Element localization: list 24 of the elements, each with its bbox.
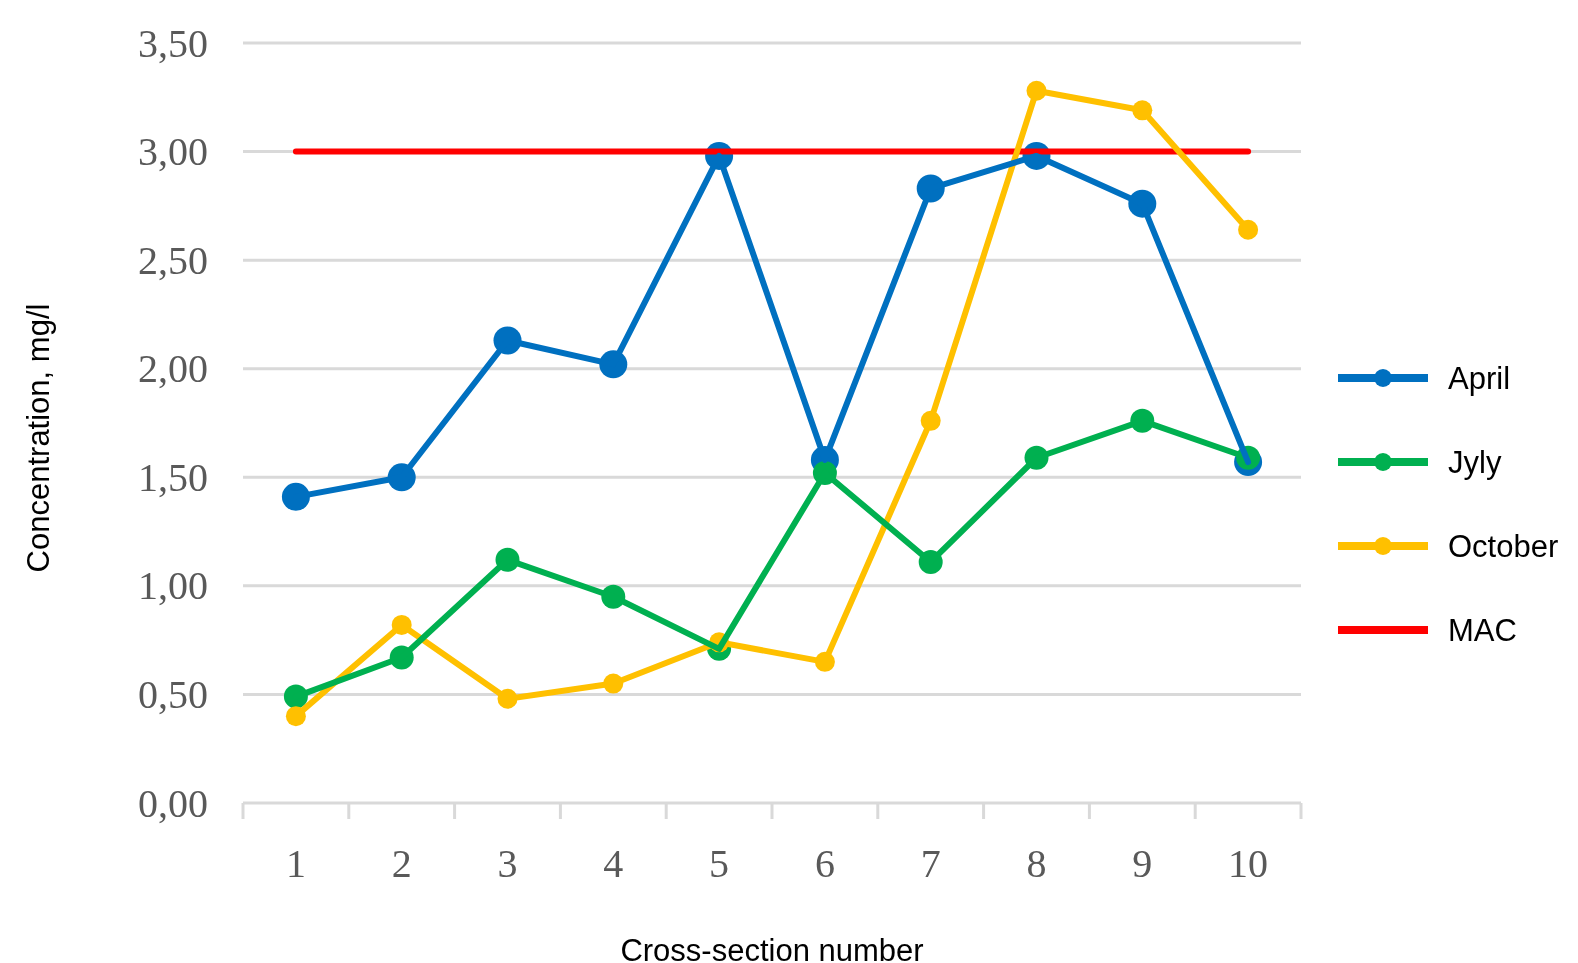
- y-tick-label: 3,50: [138, 20, 208, 66]
- y-tick-label: 0,50: [138, 671, 208, 717]
- x-tick-label: 1: [285, 840, 306, 886]
- y-tick-label: 2,00: [138, 346, 208, 392]
- x-tick-label: 4: [603, 840, 624, 886]
- x-tick-label: 5: [709, 840, 730, 886]
- legend-label: October: [1448, 528, 1559, 564]
- x-tick-label: 7: [920, 840, 941, 886]
- y-tick-label: 1,00: [138, 563, 208, 609]
- x-axis-title: Cross-section number: [620, 932, 924, 963]
- x-tick-label: 6: [814, 840, 835, 886]
- y-tick-label: 2,50: [138, 237, 208, 283]
- y-axis-title: Concentration, mg/l: [20, 303, 56, 573]
- legend-label: April: [1448, 360, 1511, 396]
- y-tick-label: 1,50: [138, 454, 208, 500]
- x-tick-label: 3: [497, 840, 518, 886]
- y-tick-label: 3,00: [138, 129, 208, 175]
- x-tick-label: 8: [1026, 840, 1047, 886]
- legend-label: MAC: [1448, 612, 1517, 648]
- x-tick-label: 9: [1132, 840, 1153, 886]
- legend-label: Jyly: [1448, 444, 1502, 480]
- x-tick-label: 2: [391, 840, 412, 886]
- x-tick-label: 10: [1228, 840, 1269, 886]
- y-tick-label: 0,00: [138, 780, 208, 826]
